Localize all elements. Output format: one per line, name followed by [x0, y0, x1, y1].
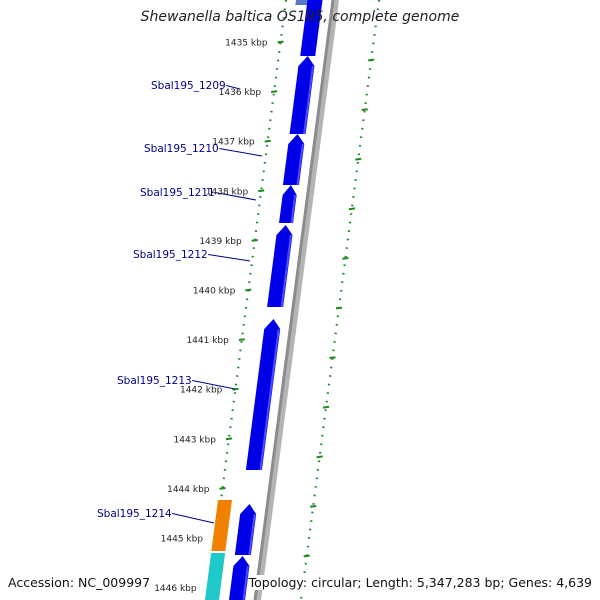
tick-mark — [264, 139, 271, 143]
tick-mark — [270, 90, 278, 93]
leader-line — [219, 148, 263, 157]
cds-arrow-highlight — [242, 565, 249, 600]
outer-scale-line — [299, 0, 381, 600]
outer-tick-mark — [342, 257, 349, 260]
outer-tick-mark — [361, 108, 368, 111]
tick-label: 1435 kbp — [225, 39, 268, 49]
outer-tick-mark — [368, 58, 375, 62]
tick-mark — [245, 288, 252, 292]
outer-tick-mark — [316, 455, 323, 459]
cds-arrow-highlight — [296, 143, 304, 186]
tick-label: 1440 kbp — [193, 287, 236, 297]
tick-mark — [258, 189, 265, 193]
outer-tick-mark — [310, 505, 317, 508]
cds-arrow — [267, 225, 293, 307]
tick-label: 1438 kbp — [206, 187, 249, 197]
cds-arrow-highlight — [303, 65, 314, 135]
feature-block-top — [295, 0, 310, 5]
cds-arrow-highlight — [280, 234, 292, 308]
tick-label: 1439 kbp — [199, 237, 242, 247]
tick-mark — [225, 437, 233, 441]
tick-mark — [232, 387, 239, 391]
cds-arrow-highlight — [290, 194, 297, 224]
outer-tick-mark — [348, 207, 355, 211]
tick-label: 1441 kbp — [186, 336, 229, 346]
outer-tick-mark — [355, 157, 362, 161]
tick-mark — [251, 239, 258, 242]
cds-arrow — [289, 56, 315, 134]
cds-arrow-highlight — [248, 513, 256, 556]
tick-label: 1437 kbp — [212, 138, 255, 148]
leader-line — [215, 192, 257, 201]
tick-mark — [219, 487, 226, 490]
inner-scale-line — [206, 0, 288, 600]
gene-labels: Sbal195_1209 Sbal195_1210 Sbal195_1211 Sbal… — [97, 80, 226, 520]
scale-dotted-lines — [206, 0, 381, 600]
backbone-shadow — [255, 0, 339, 600]
tick-label: 1445 kbp — [161, 535, 204, 545]
accession-text: Accession: NC_009997 — [8, 575, 151, 590]
outer-tick-mark — [322, 405, 330, 409]
gene-features — [205, 0, 323, 600]
tick-label: 1444 kbp — [167, 485, 210, 495]
gene-label-sbal195-1212: Sbal195_1212 — [133, 249, 208, 261]
outer-tick-mark — [329, 356, 336, 359]
tick-mark — [238, 338, 245, 341]
leader-line — [192, 380, 236, 390]
leader-line — [208, 254, 251, 262]
cds-arrow — [245, 319, 281, 470]
gene-label-sbal195-1213: Sbal195_1213 — [117, 375, 192, 387]
genome-summary-text: Topology: circular; Length: 5,347,283 bp… — [248, 575, 592, 590]
label-leader-lines — [172, 85, 263, 524]
genome-title: Shewanella baltica OS195, complete genom… — [140, 9, 460, 25]
outer-tick-mark — [335, 306, 343, 310]
leader-line — [172, 513, 215, 524]
backbone — [253, 0, 335, 600]
cds-top — [300, 0, 323, 56]
gene-label-sbal195-1210: Sbal195_1210 — [144, 143, 219, 155]
tick-label: 1436 kbp — [219, 88, 262, 98]
tick-mark — [277, 40, 284, 44]
gene-label-sbal195-1209: Sbal195_1209 — [151, 80, 226, 92]
tick-label: 1442 kbp — [180, 386, 223, 396]
tick-label: 1446 kbp — [154, 584, 197, 594]
leader-line — [226, 85, 241, 90]
tick-labels: 1435 kbp 1436 kbp 1437 kbp 1438 kbp 1439 kbp… — [154, 39, 268, 595]
outer-tick-mark — [303, 554, 310, 558]
tick-label: 1443 kbp — [174, 435, 217, 445]
gene-label-sbal195-1214: Sbal195_1214 — [97, 508, 172, 520]
gene-label-sbal195-1211: Sbal195_1211 — [140, 187, 215, 199]
orange-feature — [211, 500, 232, 551]
cyan-feature — [205, 553, 226, 600]
cds-arrow-highlight — [259, 328, 280, 471]
